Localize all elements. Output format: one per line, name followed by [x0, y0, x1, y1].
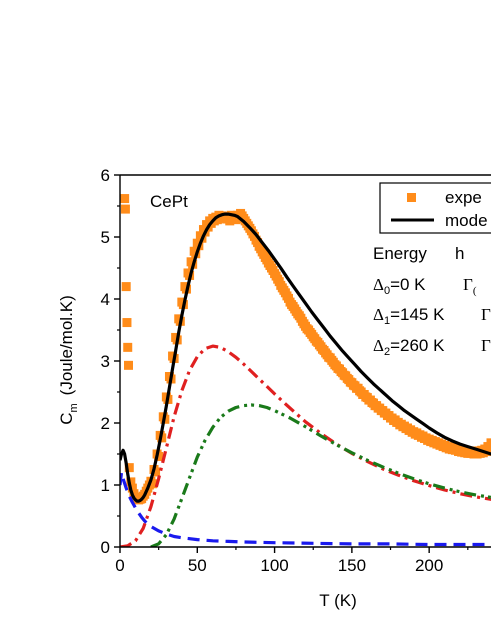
- svg-text:Cm(Joule/mol.K): Cm (Joule/mol.K): [57, 295, 80, 425]
- series-line-dash-dot: [120, 344, 491, 547]
- energy-header-left: Energy: [373, 244, 427, 263]
- y-tick-label-0: 0: [101, 538, 110, 557]
- legend-label-expe: expe: [445, 188, 482, 207]
- y-tick-label-4: 4: [101, 290, 110, 309]
- y-axis-title: Cm (Joule/mol.K): [57, 295, 80, 425]
- expe-point-2: [121, 282, 131, 292]
- expe-point-130b: [488, 440, 491, 450]
- expe-point-4: [123, 342, 133, 352]
- x-tick-label-150: 150: [338, 556, 366, 575]
- expe-point-5: [124, 360, 134, 370]
- x-tick-label-100: 100: [260, 556, 288, 575]
- x-tick-label-50: 50: [188, 556, 207, 575]
- series-line-dash-dot-dot: [150, 403, 491, 547]
- x-axis-title: T (K): [319, 591, 356, 610]
- energy-header-right: h: [455, 244, 464, 263]
- expe-point-3: [122, 318, 132, 328]
- expe-point-22b: [154, 451, 164, 461]
- expe-point-129b: [484, 444, 491, 454]
- y-tick-label-3: 3: [101, 352, 110, 371]
- legend-marker-expe: [407, 193, 416, 202]
- y-axis-title-main: C: [57, 413, 76, 425]
- expe-point-7: [126, 477, 136, 487]
- x-tick-label-200: 200: [415, 556, 443, 575]
- expe-point-1: [120, 204, 130, 214]
- energy-row-0: Δ0=0 K: [373, 275, 426, 297]
- y-tick-label-2: 2: [101, 414, 110, 433]
- expe-point-0: [120, 194, 130, 204]
- legend: expe mode: [379, 182, 491, 234]
- expe-point-21b: [151, 467, 161, 477]
- y-tick-label-5: 5: [101, 228, 110, 247]
- legend-box: [379, 182, 491, 234]
- x-tick-label-0: 0: [115, 556, 124, 575]
- y-tick-label-1: 1: [101, 476, 110, 495]
- legend-label-mode: mode: [445, 211, 488, 230]
- expe-point-8: [127, 483, 137, 493]
- y-tick-label-6: 6: [101, 166, 110, 185]
- series-line-mode: [120, 212, 491, 503]
- energy-row-2-gamma: Γ: [481, 336, 491, 355]
- y-axis-title-sub: m: [68, 403, 80, 412]
- series-line-dashed: [120, 471, 491, 547]
- energy-row-0-gamma: Γ(: [463, 275, 477, 297]
- sample-label: CePt: [150, 192, 188, 211]
- expe-point-20b: [147, 479, 157, 489]
- ticks-layer: 01234560501001502002: [101, 166, 469, 575]
- y-axis-title-unit: (Joule/mol.K): [57, 295, 76, 395]
- energy-row-1-gamma: Γ: [481, 305, 491, 324]
- energy-row-2: Δ2=260 K: [373, 336, 445, 358]
- energy-row-1: Δ1=145 K: [373, 305, 445, 327]
- energy-table: Energy h Δ0=0 K Γ( Δ1=145 K Γ Δ2=260 K Γ: [373, 244, 491, 358]
- expe-point-6: [124, 463, 134, 473]
- series-layer: [120, 194, 491, 547]
